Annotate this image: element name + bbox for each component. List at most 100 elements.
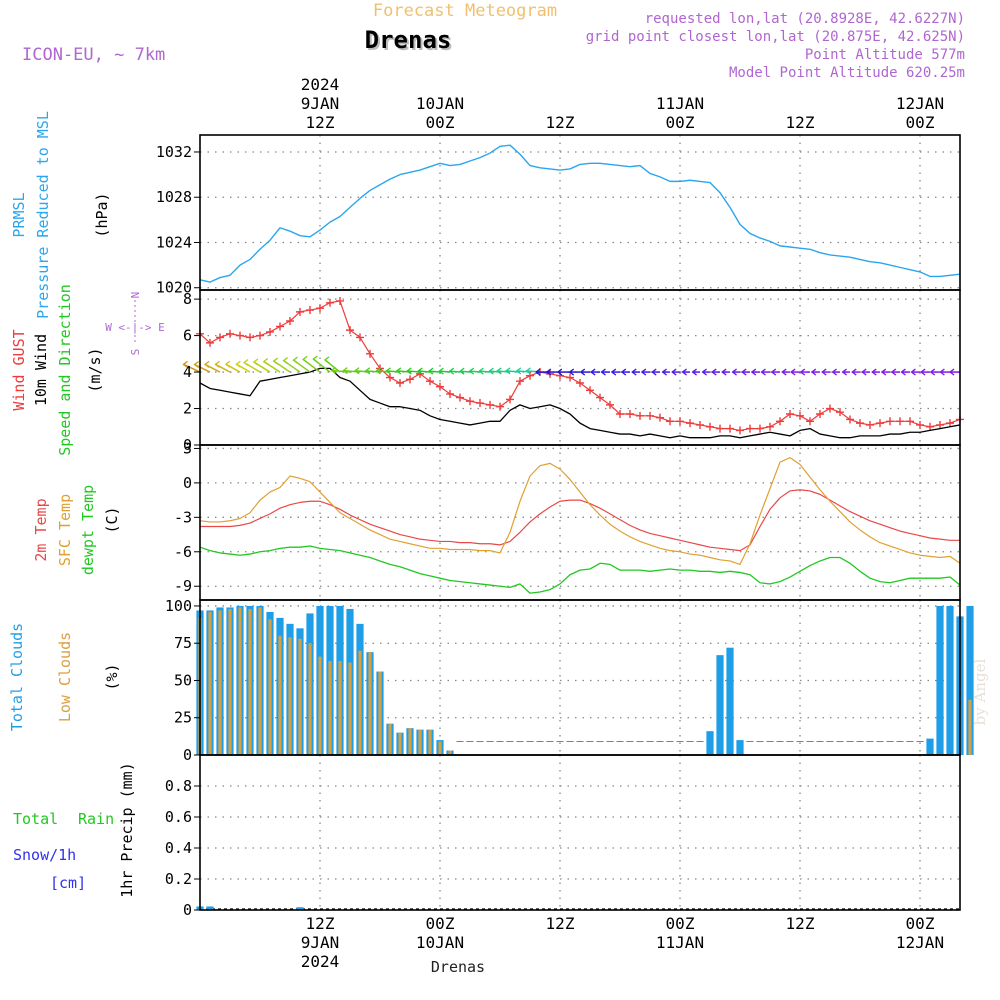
gust-marker	[226, 329, 234, 338]
y-tick-label: 0	[183, 746, 192, 764]
y-tick-label: 1028	[156, 188, 192, 206]
gust-marker	[506, 395, 514, 404]
gust-marker	[326, 298, 334, 307]
gust-marker	[796, 411, 804, 420]
gust-marker	[726, 424, 734, 433]
wind-arrow	[469, 370, 481, 373]
gust-marker	[586, 386, 594, 395]
wind-10m-label: 10m Wind	[32, 334, 50, 406]
pressure-panel-labels: PRMSL Pressure Reduced to MSL (hPa)	[10, 111, 111, 319]
wind-arrowhead	[781, 368, 787, 376]
low-cloud-bar	[408, 728, 412, 755]
wind-arrowhead	[590, 368, 596, 376]
gust-marker	[686, 419, 694, 428]
wind-arrowhead	[262, 358, 269, 366]
bottom-time-label: 10JAN	[416, 933, 464, 952]
wind-arrowhead	[741, 368, 747, 376]
wind-arrowhead	[651, 368, 657, 376]
gust-marker	[676, 417, 684, 426]
gust-marker	[746, 424, 754, 433]
y-tick-label: 1024	[156, 233, 192, 251]
low-clouds-label: Low Clouds	[56, 632, 74, 722]
gust-marker	[766, 422, 774, 431]
low-cloud-bar	[248, 608, 252, 755]
snow-label: Snow/1h	[13, 846, 76, 864]
bottom-time-label: 11JAN	[656, 933, 704, 952]
y-tick-label: 6	[183, 327, 192, 345]
gust-marker	[206, 338, 214, 347]
product-title: Forecast Meteogram	[373, 1, 557, 21]
wind-arrowhead	[871, 368, 877, 376]
bottom-time-label: 12Z	[306, 914, 335, 933]
gust-marker	[266, 327, 274, 336]
low-cloud-bar	[378, 671, 382, 755]
y-tick-label: -6	[174, 543, 192, 561]
gust-marker	[396, 379, 404, 387]
wind-gust-label: Wind GUST	[10, 329, 28, 410]
wind-arrowhead	[841, 368, 847, 376]
y-tick-label: 0	[183, 901, 192, 919]
top-time-label: 00Z	[666, 113, 695, 132]
wind-arrowhead	[235, 360, 241, 368]
wind-arrowhead	[556, 368, 563, 376]
gust-marker	[946, 419, 954, 428]
gust-marker	[576, 379, 584, 387]
wind-arrowhead	[821, 368, 827, 376]
wind-arrowhead	[568, 368, 575, 376]
wind-arrowhead	[488, 367, 494, 375]
compass-we: W <-|-> E	[105, 321, 165, 334]
gust-marker	[756, 424, 764, 433]
top-time-label: 12Z	[786, 113, 815, 132]
gust-marker	[606, 400, 614, 409]
gust-marker	[696, 420, 704, 429]
wind-arrowhead	[224, 360, 231, 368]
wind-arrowhead	[770, 368, 777, 376]
gust-marker	[636, 411, 644, 420]
gust-marker	[436, 382, 444, 391]
model-label: ICON-EU, ~ 7km	[22, 45, 165, 65]
wind-arrowhead	[272, 357, 279, 365]
panel-frame-4	[199, 599, 961, 756]
wind-arrowhead	[790, 368, 796, 376]
wind-arrowhead	[406, 367, 412, 375]
rain-label-rain: Rain	[78, 810, 114, 828]
grid-lines	[200, 135, 960, 911]
data-marks	[182, 144, 974, 911]
y-tick-label: 0.2	[165, 870, 192, 888]
wind-arrowhead	[375, 367, 381, 375]
wind-gust-line	[199, 300, 961, 432]
wind-arrowhead	[731, 368, 737, 376]
gust-marker	[836, 408, 844, 417]
gust-marker	[596, 393, 604, 402]
wind-arrowhead	[579, 368, 586, 376]
gust-marker	[496, 402, 504, 411]
wind-arrowhead	[890, 368, 897, 376]
gust-marker	[856, 419, 864, 428]
wind-unit: (m/s)	[86, 347, 104, 392]
wind-arrow	[439, 370, 451, 373]
gust-marker	[386, 373, 394, 382]
footer-location: Drenas	[431, 958, 485, 976]
bottom-time-label: 12Z	[546, 914, 575, 933]
gust-marker	[846, 415, 854, 424]
bottom-time-label: 00Z	[906, 914, 935, 933]
total-cloud-bar	[726, 647, 734, 755]
wind-arrowhead	[880, 368, 887, 376]
panel-frame-3	[199, 444, 961, 601]
wind-arrowhead	[681, 368, 687, 376]
wind-arrowhead	[323, 356, 330, 364]
gust-marker	[616, 410, 624, 418]
top-time-label: 11JAN	[656, 94, 704, 113]
wind-arrowhead	[851, 368, 857, 376]
gust-marker	[666, 417, 674, 426]
rain-bar	[206, 906, 214, 910]
pressure-label-prmsl: PRMSL	[10, 192, 28, 237]
wind-arrowhead	[691, 368, 697, 376]
gust-marker	[736, 426, 744, 435]
gust-marker	[316, 304, 324, 313]
top-time-label: 10JAN	[416, 94, 464, 113]
low-cloud-bar	[388, 723, 392, 755]
wind-arrowhead	[671, 368, 677, 376]
gust-marker	[276, 322, 284, 331]
